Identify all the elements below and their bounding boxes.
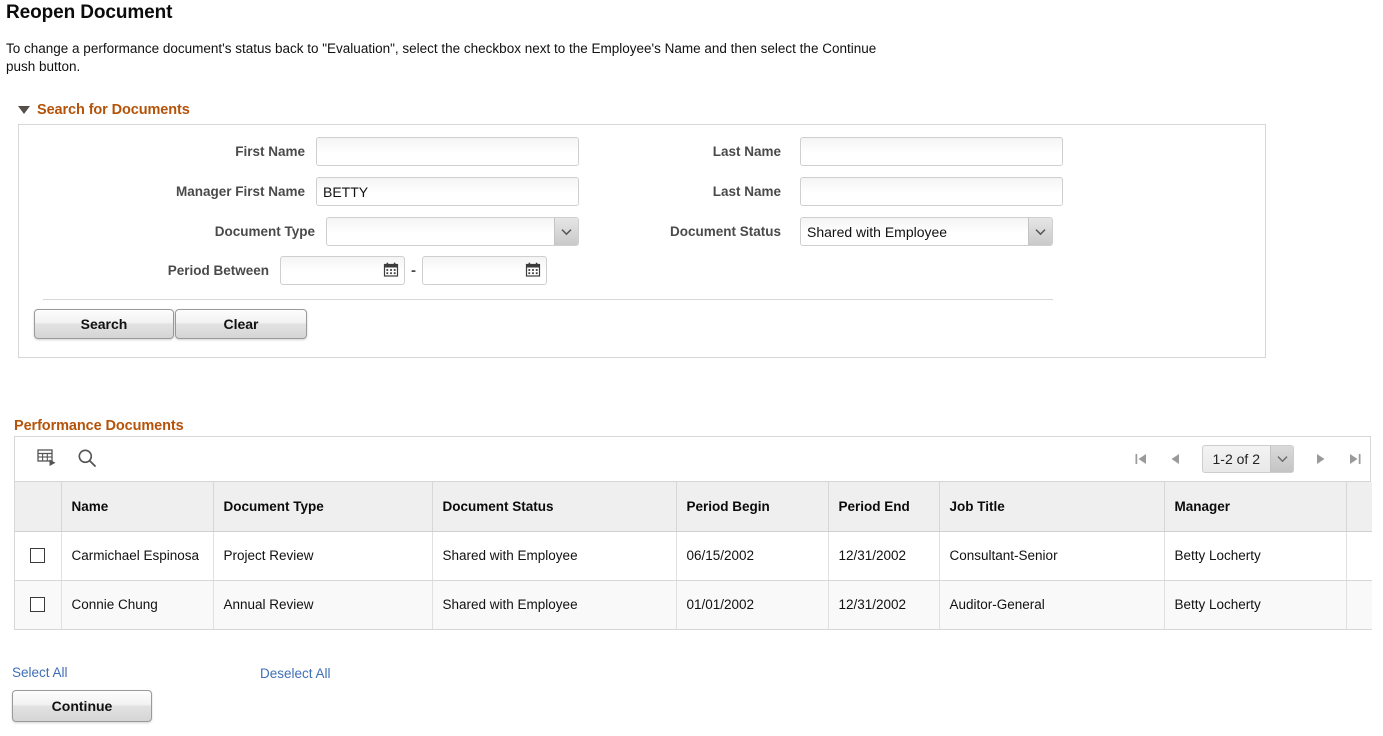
row-select-checkbox[interactable] (30, 548, 46, 564)
continue-button[interactable]: Continue (12, 690, 152, 722)
row-checkbox-cell (15, 580, 62, 630)
pager-count-dropdown[interactable]: 1-2 of 2 (1201, 445, 1294, 473)
first-name-label: First Name (235, 144, 305, 159)
manager-last-name-label: Last Name (712, 184, 781, 199)
field-row-document-status: Document Status Shared with Employee (639, 217, 1239, 246)
search-section-title: Search for Documents (37, 102, 190, 118)
next-page-icon[interactable] (1314, 452, 1328, 466)
row-checkbox-cell (15, 531, 62, 581)
last-name-label: Last Name (712, 144, 781, 159)
column-header-checkbox (15, 482, 62, 532)
document-status-label: Document Status (669, 224, 781, 239)
page-title: Reopen Document (6, 2, 173, 23)
cell-tail (1346, 531, 1372, 581)
search-section-header[interactable]: Search for Documents (18, 102, 190, 118)
previous-page-icon[interactable] (1168, 452, 1182, 466)
period-from-wrapper (280, 256, 405, 285)
cell-document-status: Shared with Employee (432, 531, 677, 581)
manager-last-name-input[interactable] (800, 177, 1063, 206)
performance-documents-grid: 1-2 of 2 (14, 436, 1372, 630)
row-select-checkbox[interactable] (30, 597, 46, 613)
cell-period-end: 12/31/2002 (828, 531, 940, 581)
field-row-period-between: Period Between - (19, 256, 619, 285)
column-header-document-status: Document Status (432, 482, 677, 532)
document-type-select[interactable] (326, 217, 579, 246)
chevron-down-icon[interactable] (1028, 218, 1052, 245)
column-header-document-type: Document Type (213, 482, 433, 532)
first-page-icon[interactable] (1134, 452, 1148, 466)
collapse-triangle-icon[interactable] (18, 106, 30, 114)
document-status-value: Shared with Employee (807, 223, 948, 240)
select-all-link[interactable]: Select All (12, 665, 68, 680)
chevron-down-icon[interactable] (1270, 446, 1293, 472)
column-header-name: Name (61, 482, 214, 532)
table-header-row: Name Document Type Document Status Perio… (15, 482, 1372, 532)
column-header-tail (1346, 482, 1372, 532)
cell-period-end: 12/31/2002 (828, 580, 940, 630)
cell-period-begin: 01/01/2002 (676, 580, 829, 630)
cell-document-type: Annual Review (213, 580, 433, 630)
search-for-documents-panel: First Name Last Name Manager First Name … (18, 124, 1266, 358)
field-row-document-type: Document Type (19, 217, 579, 246)
grid-download-icon[interactable] (37, 448, 57, 470)
panel-divider (43, 299, 1053, 300)
grid-toolbar-icons (15, 448, 97, 471)
first-name-input[interactable] (316, 137, 579, 166)
column-header-manager: Manager (1164, 482, 1347, 532)
search-icon[interactable] (77, 448, 97, 471)
cell-tail (1346, 580, 1372, 630)
last-page-icon[interactable] (1348, 452, 1362, 466)
period-to-wrapper (422, 256, 547, 285)
column-header-period-end: Period End (828, 482, 940, 532)
manager-first-name-input[interactable] (316, 177, 579, 206)
cell-name: Carmichael Espinosa (61, 531, 214, 581)
calendar-icon[interactable] (383, 261, 399, 280)
page-instructions: To change a performance document's statu… (6, 41, 877, 74)
calendar-icon[interactable] (525, 261, 541, 280)
last-name-input[interactable] (800, 137, 1063, 166)
grid-pager: 1-2 of 2 (1134, 445, 1362, 473)
search-button[interactable]: Search (34, 309, 174, 339)
cell-manager: Betty Locherty (1164, 580, 1347, 630)
chevron-down-icon[interactable] (554, 218, 578, 245)
cell-job-title: Consultant-Senior (939, 531, 1165, 581)
cell-name: Connie Chung (61, 580, 214, 630)
grid-toolbar: 1-2 of 2 (15, 437, 1370, 482)
field-row-manager-last-name: Last Name (639, 177, 1239, 206)
documents-table: Name Document Type Document Status Perio… (15, 482, 1372, 630)
table-row: Carmichael Espinosa Project Review Share… (15, 531, 1372, 581)
field-row-first-name: First Name (19, 137, 579, 166)
document-status-select[interactable]: Shared with Employee (800, 217, 1053, 246)
manager-first-name-label: Manager First Name (175, 184, 305, 199)
column-header-period-begin: Period Begin (676, 482, 829, 532)
cell-document-type: Project Review (213, 531, 433, 581)
cell-manager: Betty Locherty (1164, 531, 1347, 581)
pager-count-label: 1-2 of 2 (1212, 451, 1260, 467)
deselect-all-link[interactable]: Deselect All (260, 666, 331, 681)
document-type-label: Document Type (214, 224, 315, 239)
field-row-manager-first-name: Manager First Name (19, 177, 579, 206)
clear-button[interactable]: Clear (175, 309, 307, 339)
field-row-last-name: Last Name (639, 137, 1239, 166)
performance-documents-title: Performance Documents (14, 418, 184, 434)
column-header-job-title: Job Title (939, 482, 1165, 532)
table-row: Connie Chung Annual Review Shared with E… (15, 580, 1372, 630)
period-separator: - (411, 262, 416, 279)
period-between-label: Period Between (167, 263, 269, 278)
cell-period-begin: 06/15/2002 (676, 531, 829, 581)
cell-document-status: Shared with Employee (432, 580, 677, 630)
cell-job-title: Auditor-General (939, 580, 1165, 630)
